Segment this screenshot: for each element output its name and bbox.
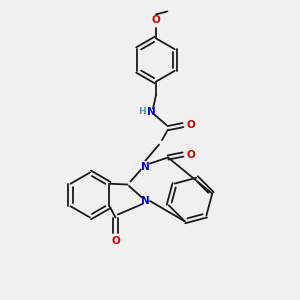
Text: N: N xyxy=(141,196,150,206)
Text: O: O xyxy=(152,15,160,25)
Text: O: O xyxy=(186,120,195,130)
Text: N: N xyxy=(141,161,150,172)
Text: N: N xyxy=(147,106,156,117)
Text: O: O xyxy=(186,149,195,160)
Text: H: H xyxy=(138,107,146,116)
Text: O: O xyxy=(111,236,120,246)
